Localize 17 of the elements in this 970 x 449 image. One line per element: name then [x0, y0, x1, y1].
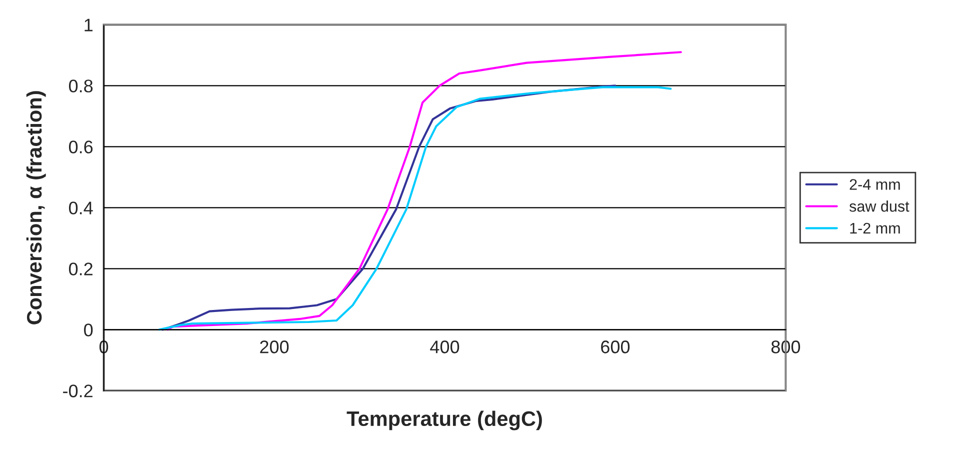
- y-tick-label: 0.6: [68, 140, 93, 154]
- line-series: [166, 51, 682, 331]
- y-tick-label: 0.2: [68, 262, 92, 276]
- legend-label: saw dust: [849, 200, 910, 212]
- y-tick-label: 0.8: [68, 80, 93, 92]
- y-tick-label: 0.4: [68, 202, 93, 214]
- y-axis-title: Conversion, α (fraction): [26, 91, 46, 324]
- y-tick-label: 0: [84, 324, 93, 336]
- x-tick-label: 400: [430, 340, 460, 354]
- x-tick-label: 600: [601, 340, 630, 354]
- x-axis-title: Temperature (degC): [346, 410, 542, 430]
- y-tick-label: 1: [84, 18, 92, 32]
- x-tick-label: 800: [771, 340, 800, 354]
- y-tick-label: -0.2: [63, 384, 92, 398]
- legend-label: 1-2 mm: [850, 222, 900, 234]
- legend-label: 2-4 mm: [850, 179, 900, 190]
- x-tick-label: 200: [260, 340, 289, 354]
